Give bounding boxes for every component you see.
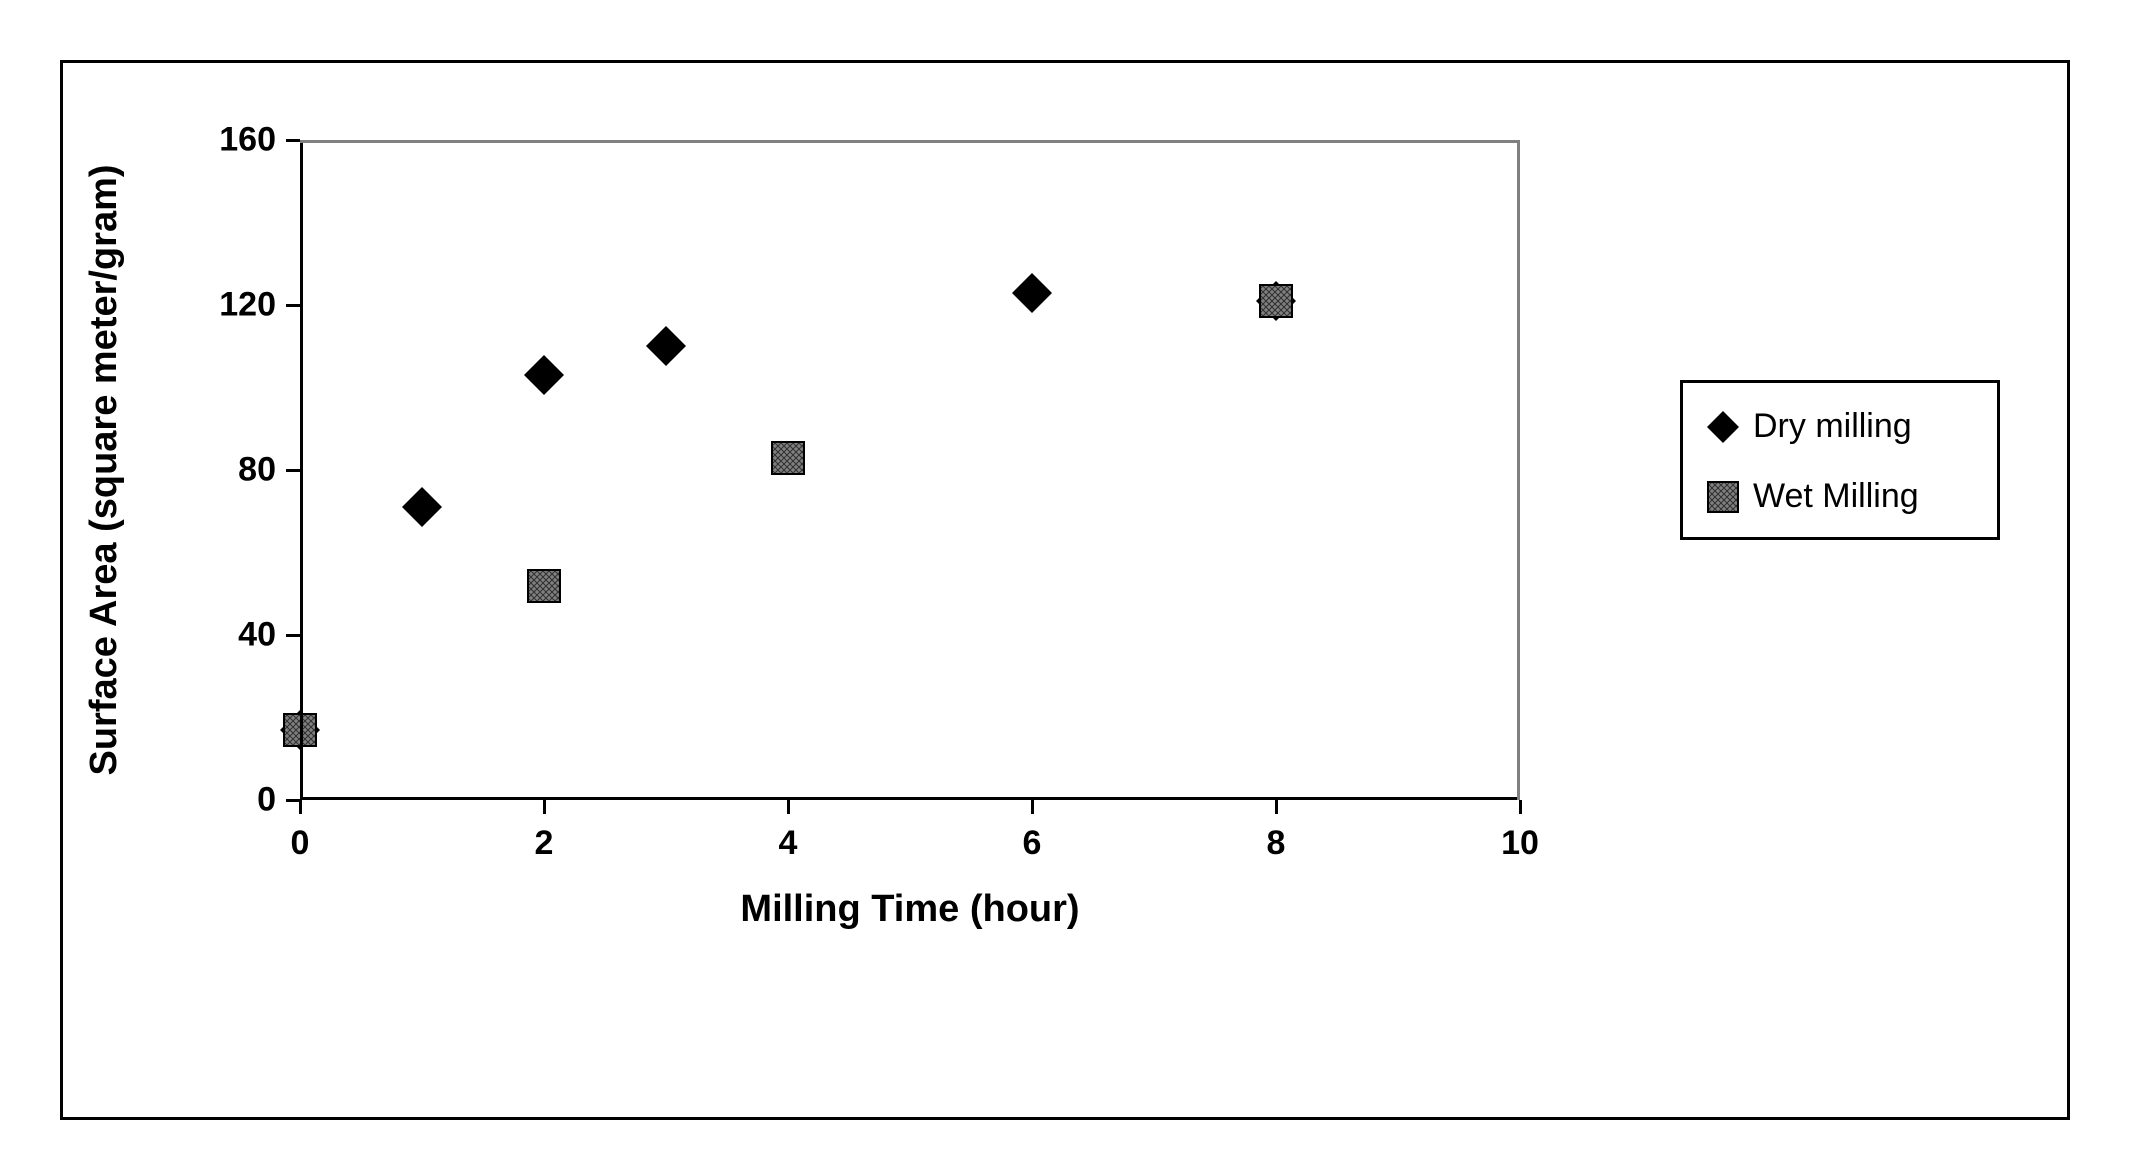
plot-area <box>300 140 1520 800</box>
x-tick <box>543 800 546 814</box>
y-tick <box>286 634 300 637</box>
x-tick <box>787 800 790 814</box>
square-marker-icon <box>1707 481 1739 513</box>
x-tick <box>1275 800 1278 814</box>
legend-item: Dry milling <box>1707 407 1912 446</box>
data-point <box>771 441 805 475</box>
x-tick-label: 8 <box>1267 824 1286 863</box>
x-tick <box>299 800 302 814</box>
x-axis-label: Milling Time (hour) <box>740 888 1079 931</box>
plot-border-bottom <box>300 797 1520 800</box>
data-point <box>1259 284 1293 318</box>
y-tick-label: 120 <box>196 286 276 325</box>
legend-label: Wet Milling <box>1753 477 1919 516</box>
legend-item: Wet Milling <box>1707 477 1919 516</box>
y-tick <box>286 799 300 802</box>
data-point <box>402 487 442 527</box>
data-point <box>1012 273 1052 313</box>
x-tick <box>1031 800 1034 814</box>
legend-label: Dry milling <box>1753 407 1912 446</box>
plot-border-top <box>300 140 1520 143</box>
x-tick <box>1519 800 1522 814</box>
y-tick-label: 0 <box>196 781 276 820</box>
data-point <box>524 355 564 395</box>
data-point <box>527 569 561 603</box>
data-point <box>646 326 686 366</box>
y-tick <box>286 304 300 307</box>
x-tick-label: 2 <box>535 824 554 863</box>
plot-border-left <box>300 140 303 800</box>
x-tick-label: 4 <box>779 824 798 863</box>
x-tick-label: 0 <box>291 824 310 863</box>
y-tick-label: 40 <box>196 616 276 655</box>
y-tick <box>286 139 300 142</box>
x-tick-label: 10 <box>1501 824 1539 863</box>
legend-box: Dry milling Wet Milling <box>1680 380 2000 540</box>
diamond-marker-icon <box>1707 411 1739 443</box>
y-tick <box>286 469 300 472</box>
y-tick-label: 160 <box>196 121 276 160</box>
plot-border-right <box>1517 140 1520 800</box>
y-axis-label: Surface Area (square meter/gram) <box>83 164 126 775</box>
y-tick-label: 80 <box>196 451 276 490</box>
x-tick-label: 6 <box>1023 824 1042 863</box>
